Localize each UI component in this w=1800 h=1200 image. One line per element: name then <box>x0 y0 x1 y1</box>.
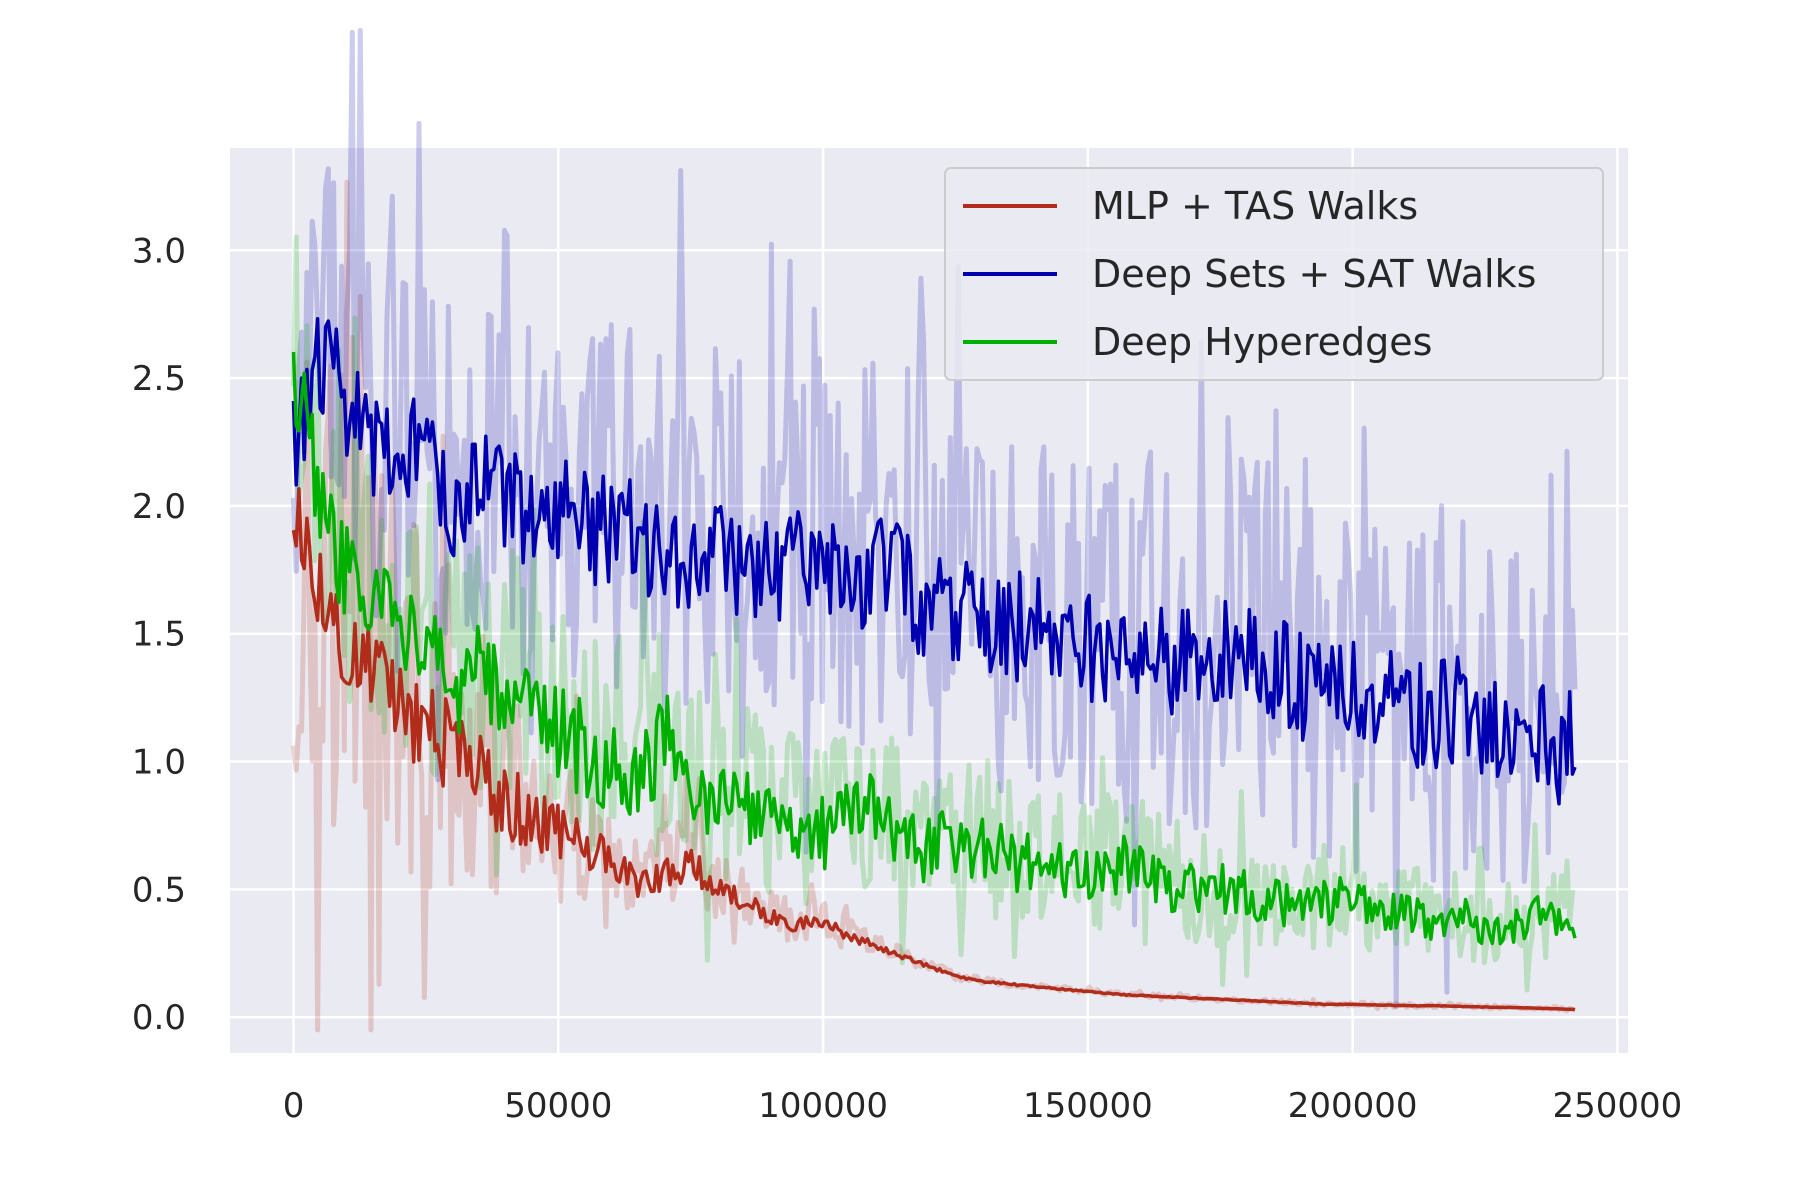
x-axis-ticks: 0 50000 100000 150000 200000 250000 <box>283 1086 1683 1126</box>
x-tick-label: 150000 <box>1023 1086 1153 1126</box>
y-tick-label: 1.0 <box>132 743 186 783</box>
legend-label: Deep Hyperedges <box>1092 320 1432 364</box>
series-line <box>291 316 1577 806</box>
x-tick-label: 0 <box>283 1086 305 1126</box>
y-tick-label: 0.5 <box>132 870 186 910</box>
y-tick-label: 2.0 <box>132 487 186 527</box>
y-axis-ticks: 0.0 0.5 1.0 1.5 2.0 2.5 3.0 <box>132 231 186 1038</box>
x-tick-label: 100000 <box>758 1086 888 1126</box>
x-tick-label: 200000 <box>1288 1086 1418 1126</box>
legend-label: MLP + TAS Walks <box>1092 184 1418 228</box>
series-line <box>291 487 1576 1012</box>
series-raw-band <box>291 27 1578 1010</box>
x-tick-label: 250000 <box>1553 1086 1683 1126</box>
legend-box <box>944 167 1604 381</box>
series-line <box>291 351 1577 946</box>
series-lines <box>291 316 1577 1012</box>
legend: MLP + TAS Walks Deep Sets + SAT Walks Deep… <box>944 167 1604 381</box>
y-tick-label: 2.5 <box>132 359 186 399</box>
y-tick-label: 0.0 <box>132 998 186 1038</box>
y-tick-label: 1.5 <box>132 615 186 655</box>
x-tick-label: 50000 <box>504 1086 612 1126</box>
legend-label: Deep Sets + SAT Walks <box>1092 252 1536 296</box>
y-tick-label: 3.0 <box>132 231 186 271</box>
